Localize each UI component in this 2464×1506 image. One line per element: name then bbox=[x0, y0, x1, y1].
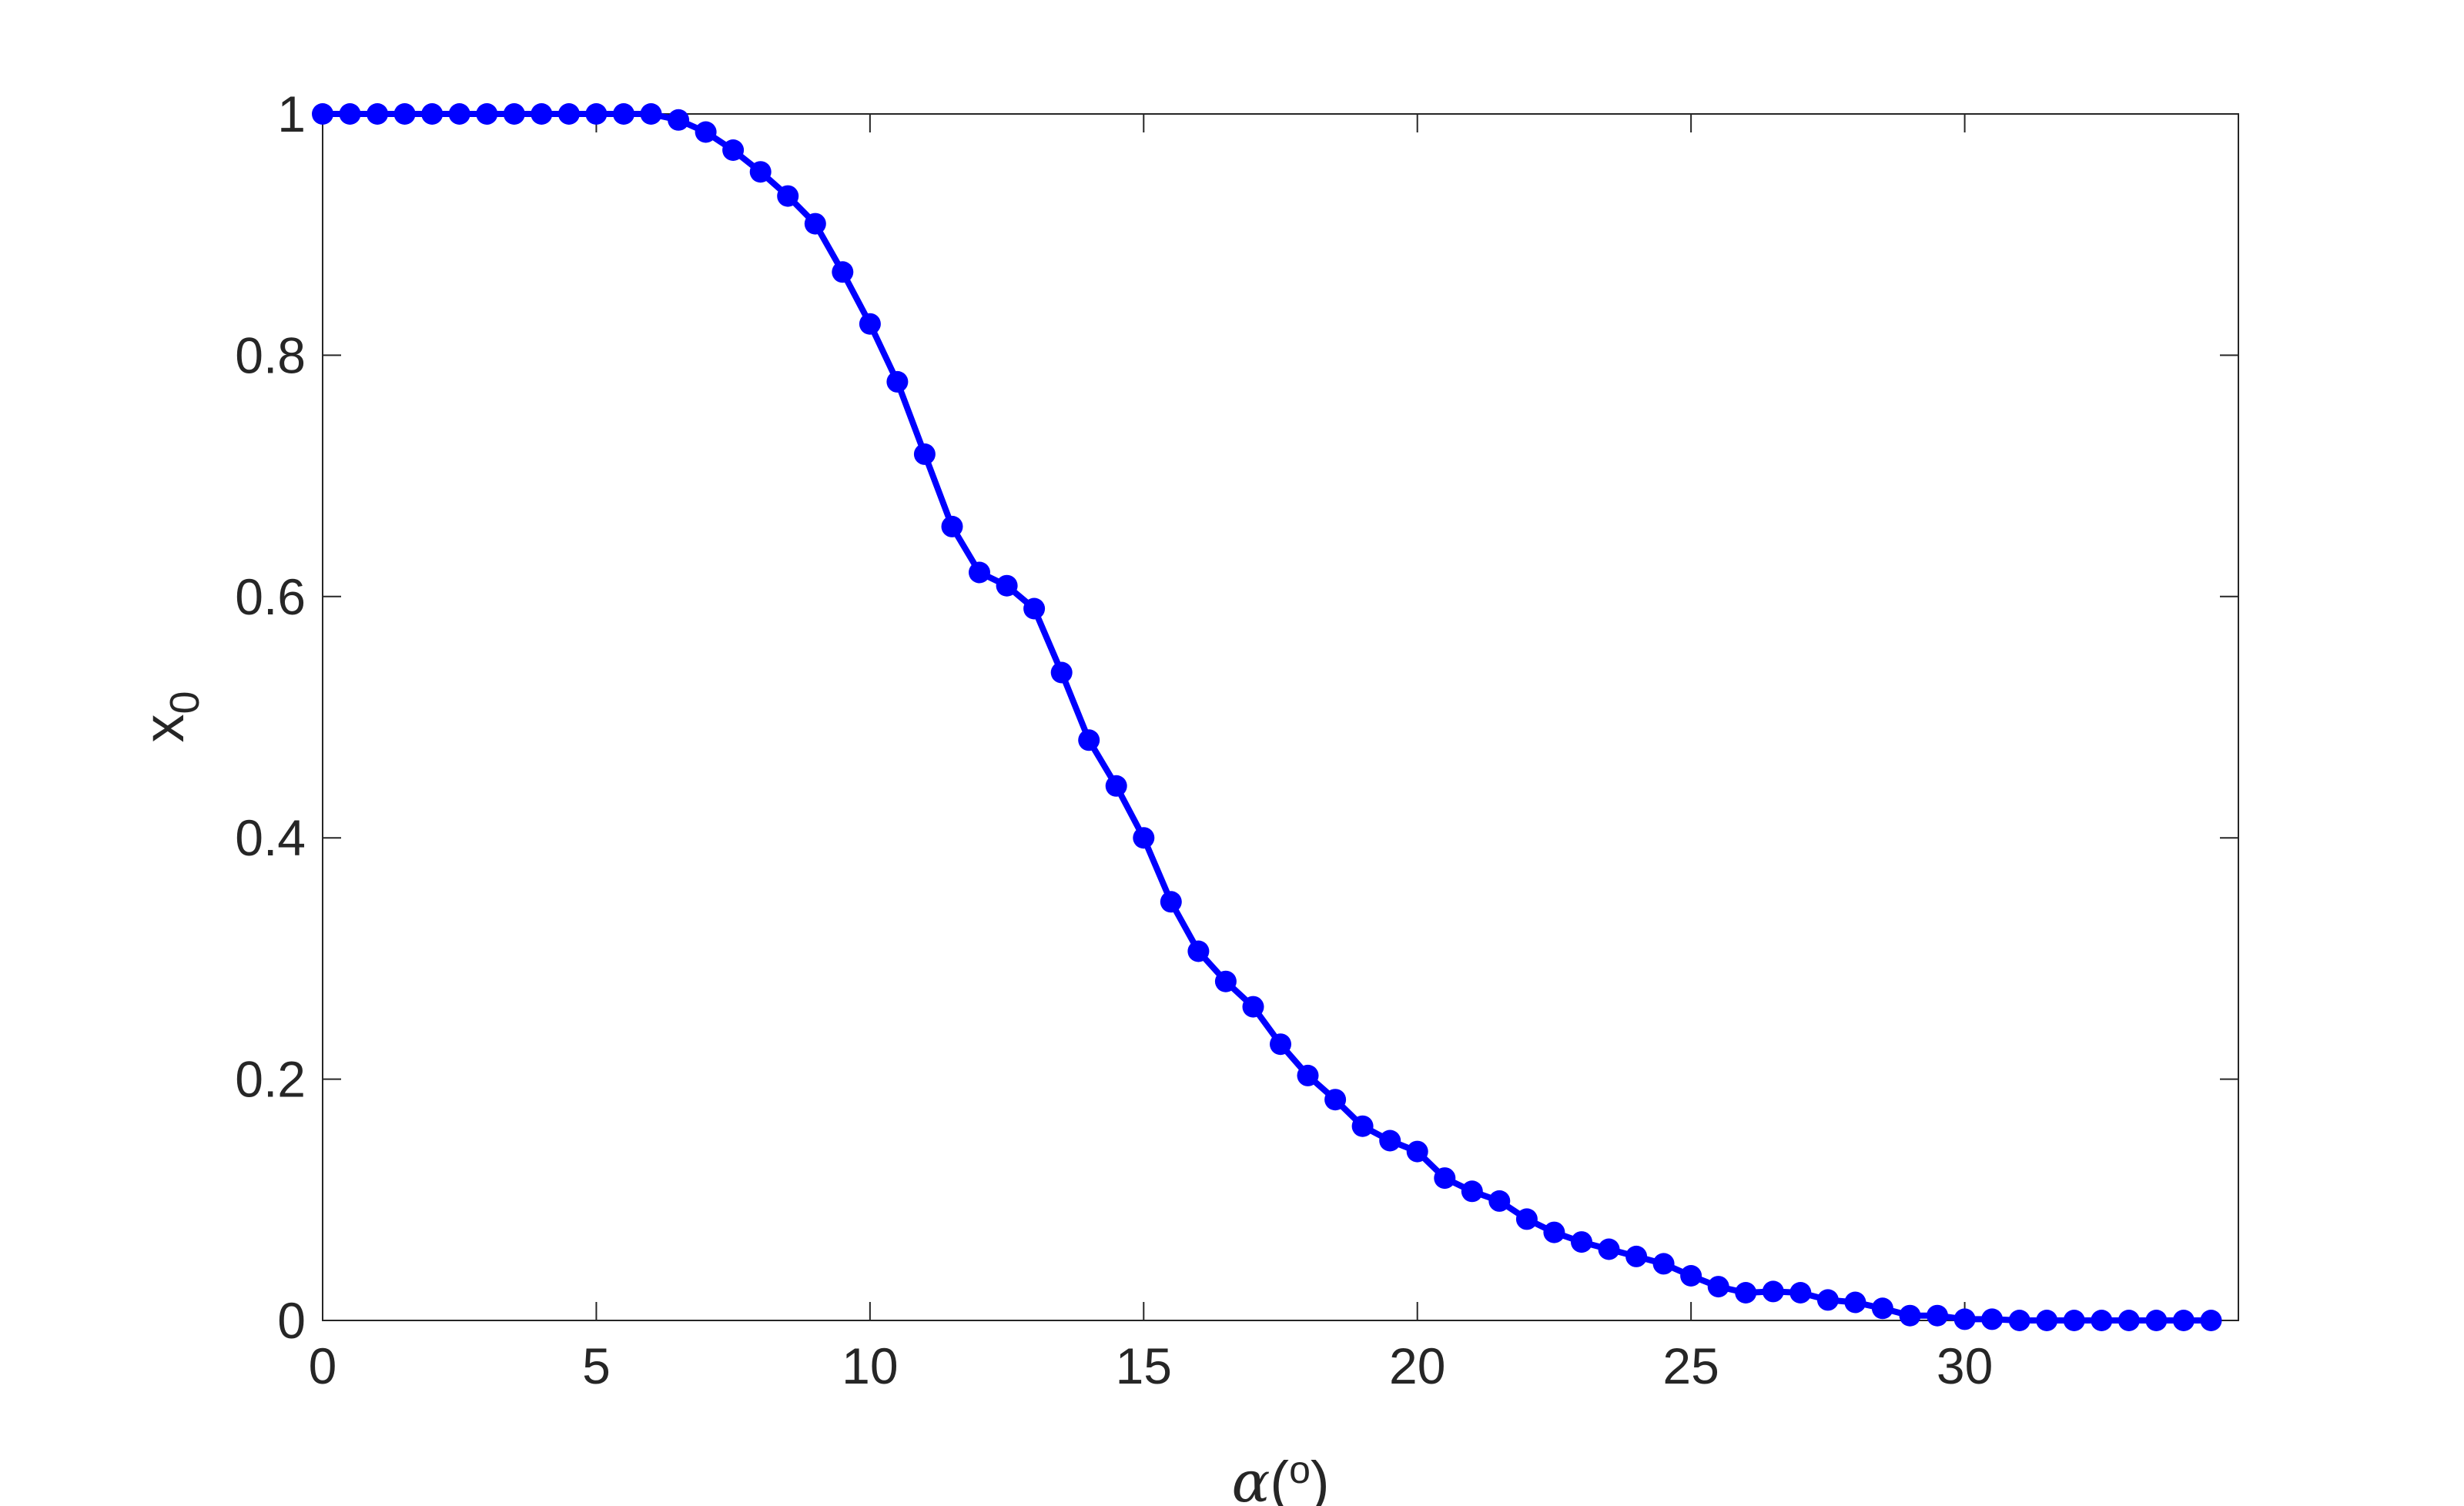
data-point bbox=[1762, 1280, 1784, 1303]
data-point bbox=[2118, 1310, 2140, 1331]
data-point bbox=[1515, 1208, 1538, 1230]
data-point bbox=[1351, 1115, 1374, 1137]
plot-area bbox=[322, 113, 2239, 1321]
x-axis-label-open-paren: ( bbox=[1270, 1450, 1289, 1506]
data-point bbox=[1160, 891, 1182, 913]
data-point bbox=[1461, 1180, 1483, 1203]
data-point bbox=[1707, 1276, 1729, 1298]
data-point bbox=[996, 574, 1018, 597]
data-point bbox=[1379, 1130, 1401, 1152]
data-point bbox=[1927, 1304, 1948, 1327]
data-point bbox=[613, 103, 634, 125]
data-point bbox=[749, 161, 772, 183]
data-point bbox=[421, 103, 444, 125]
data-point bbox=[1078, 729, 1100, 751]
data-point bbox=[557, 103, 580, 125]
data-point bbox=[886, 370, 909, 393]
y-tick-label: 0.6 bbox=[235, 568, 306, 625]
y-tick-label: 0.4 bbox=[235, 809, 306, 866]
series-line bbox=[320, 111, 2215, 1324]
y-tick-label: 1 bbox=[277, 85, 306, 142]
data-point bbox=[503, 103, 525, 125]
y-tick-label: 0.8 bbox=[235, 326, 306, 383]
x-tick-label: 15 bbox=[1116, 1337, 1172, 1394]
data-point bbox=[1789, 1282, 1812, 1304]
data-point bbox=[2172, 1310, 2194, 1331]
data-point bbox=[1816, 1289, 1839, 1311]
y-axis-label-subscript: 0 bbox=[162, 691, 208, 714]
data-point bbox=[1242, 996, 1264, 1018]
x-axis-label-superscript: o bbox=[1289, 1448, 1311, 1491]
data-point bbox=[1735, 1282, 1757, 1304]
data-point bbox=[1981, 1308, 2004, 1330]
x-axis-label: α(o) bbox=[1231, 1448, 1329, 1506]
data-point bbox=[832, 261, 854, 283]
data-point bbox=[640, 103, 662, 125]
data-point bbox=[367, 103, 389, 125]
data-point bbox=[1953, 1308, 1976, 1330]
data-point bbox=[1214, 970, 1237, 992]
data-point bbox=[1543, 1221, 1565, 1243]
x-tick-label: 25 bbox=[1662, 1337, 1719, 1394]
x-axis-label-symbol: α bbox=[1231, 1449, 1270, 1506]
x-tick-label: 30 bbox=[1937, 1337, 1993, 1394]
y-axis-label-group: x0 bbox=[132, 691, 208, 742]
data-point bbox=[1297, 1064, 1319, 1086]
data-point bbox=[777, 185, 799, 207]
data-point bbox=[1133, 827, 1155, 849]
data-point bbox=[2036, 1310, 2058, 1331]
data-point bbox=[1187, 940, 1210, 962]
data-point bbox=[1625, 1245, 1648, 1267]
data-point bbox=[913, 443, 936, 465]
data-point bbox=[695, 121, 717, 143]
data-point bbox=[1050, 661, 1073, 684]
data-point bbox=[476, 103, 498, 125]
data-point bbox=[859, 313, 881, 335]
data-point bbox=[1406, 1140, 1428, 1163]
data-point bbox=[1324, 1089, 1347, 1111]
data-point bbox=[2091, 1310, 2113, 1331]
data-point bbox=[1899, 1304, 1921, 1327]
data-point bbox=[393, 103, 416, 125]
data-point bbox=[531, 103, 553, 125]
data-point bbox=[312, 103, 333, 125]
x-tick-label: 5 bbox=[582, 1337, 611, 1394]
y-axis-label: x0 bbox=[132, 691, 208, 742]
series-layer bbox=[312, 103, 2222, 1331]
data-point bbox=[941, 515, 963, 537]
data-point bbox=[2145, 1310, 2168, 1331]
y-tick-label: 0 bbox=[277, 1292, 306, 1349]
data-point bbox=[1871, 1297, 1893, 1320]
data-point bbox=[1023, 597, 1046, 620]
data-point bbox=[1270, 1033, 1291, 1056]
x-tick-label: 10 bbox=[842, 1337, 898, 1394]
data-point bbox=[668, 109, 690, 131]
data-point bbox=[2008, 1310, 2030, 1331]
data-point bbox=[1680, 1265, 1702, 1287]
data-point bbox=[339, 103, 361, 125]
data-point bbox=[969, 561, 990, 584]
data-point bbox=[1105, 775, 1127, 797]
data-point bbox=[1571, 1231, 1592, 1253]
y-axis-ticks: 0 0.2 0.4 0.6 0.8 1 bbox=[235, 85, 2238, 1349]
x-axis-label-close-paren: ) bbox=[1311, 1450, 1330, 1506]
data-point bbox=[1434, 1167, 1456, 1190]
y-tick-label: 0.2 bbox=[235, 1051, 306, 1108]
x-axis-ticks: 0 5 10 15 20 25 30 bbox=[309, 114, 1993, 1394]
x-tick-label: 20 bbox=[1389, 1337, 1445, 1394]
data-point bbox=[2063, 1310, 2085, 1331]
y-axis-label-base: x bbox=[132, 715, 196, 743]
data-point bbox=[1488, 1190, 1511, 1212]
data-point bbox=[585, 103, 608, 125]
data-point bbox=[2200, 1310, 2222, 1331]
data-point bbox=[1598, 1238, 1620, 1260]
data-point bbox=[448, 103, 470, 125]
data-point bbox=[722, 139, 745, 161]
data-point bbox=[804, 213, 826, 235]
x-tick-label: 0 bbox=[309, 1337, 337, 1394]
data-point bbox=[1844, 1291, 1866, 1314]
data-point bbox=[1652, 1253, 1675, 1275]
